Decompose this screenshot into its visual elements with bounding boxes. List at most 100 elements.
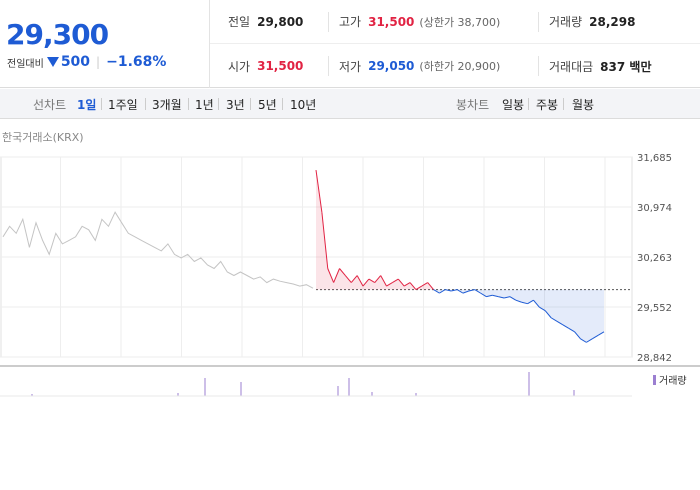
today-line-segment xyxy=(445,289,452,292)
today-line-segment xyxy=(474,289,481,294)
prev-day-line xyxy=(2,211,314,289)
today-line-segment xyxy=(433,289,440,294)
volume-legend-label: 거래량 xyxy=(659,376,687,387)
trade-value: 837 백만 xyxy=(600,59,652,74)
today-line-segment xyxy=(486,294,493,298)
period-3y[interactable]: 3년 xyxy=(226,98,245,112)
today-line-segment xyxy=(568,327,575,333)
today-line-segment xyxy=(533,299,540,308)
volume-label: 거래량 xyxy=(549,15,583,29)
today-line-segment xyxy=(374,275,382,283)
low-label: 저가 xyxy=(339,59,362,74)
divider xyxy=(218,98,219,110)
y-axis-ticks: 31,685 30,974 30,263 29,552 28,842 xyxy=(637,153,672,364)
today-line-segment xyxy=(544,310,552,319)
volume-swatch xyxy=(653,374,656,385)
period-3m[interactable]: 3개월 xyxy=(152,98,182,112)
period-10y[interactable]: 10년 xyxy=(290,98,317,112)
lower-limit: (하한가 20,900) xyxy=(419,60,501,73)
change-percent: −1.68% xyxy=(106,54,167,70)
low-value: 29,050 xyxy=(368,59,415,73)
today-line-segment xyxy=(515,299,522,303)
prev-close-label: 전일 xyxy=(228,15,251,29)
y-tick-label: 29,552 xyxy=(637,303,672,314)
trade-value-label: 거래대금 xyxy=(549,59,594,74)
today-line-segment xyxy=(468,289,475,292)
today-line-segment xyxy=(439,289,446,294)
divider xyxy=(101,98,102,110)
stat-prev-close: 전일 29,800 xyxy=(210,12,328,32)
period-5y[interactable]: 5년 xyxy=(258,98,277,112)
today-line-segment xyxy=(327,268,335,283)
candle-monthly[interactable]: 월봉 xyxy=(572,98,595,112)
high-value: 31,500 xyxy=(368,14,415,29)
today-line-segment xyxy=(586,338,593,343)
y-tick-label: 31,685 xyxy=(637,153,672,164)
today-line-segment xyxy=(574,331,581,340)
today-line-segment xyxy=(527,299,534,305)
today-line-segment xyxy=(580,338,587,343)
today-line-segment xyxy=(591,334,599,340)
y-tick-label: 30,263 xyxy=(637,253,672,264)
stat-low: 저가 29,050 (하한가 20,900) xyxy=(328,56,538,76)
chart-series xyxy=(2,169,632,343)
today-line-segment xyxy=(403,282,411,287)
today-line-segment xyxy=(380,275,387,287)
change-label: 전일대비 xyxy=(7,58,44,70)
today-line-segment xyxy=(356,275,364,287)
divider xyxy=(563,98,564,110)
today-line-segment xyxy=(427,282,434,290)
period-1w[interactable]: 1주일 xyxy=(108,98,138,112)
today-line-segment xyxy=(333,268,340,283)
today-line-segment xyxy=(362,278,370,287)
today-line-segment xyxy=(521,301,528,305)
today-line-segment xyxy=(492,294,499,298)
today-line-segment xyxy=(415,285,423,291)
today-line-segment xyxy=(397,278,405,287)
open-label: 시가 xyxy=(228,59,251,74)
change-row: 전일대비 500 | −1.68% xyxy=(7,54,166,70)
today-line-segment xyxy=(550,317,558,322)
today-line-segment xyxy=(456,289,464,294)
change-amount: 500 xyxy=(60,54,91,70)
divider xyxy=(528,98,529,110)
divider xyxy=(250,98,251,110)
today-line-segment xyxy=(421,282,428,287)
stat-high: 고가 31,500 (상한가 38,700) xyxy=(328,11,538,32)
today-line-segment xyxy=(368,278,376,284)
today-line-segment xyxy=(480,292,487,298)
stats-row-2: 시가 31,500 저가 29,050 (하한가 20,900) 거래대금 83… xyxy=(210,44,700,88)
today-up-area xyxy=(316,170,604,290)
period-1d[interactable]: 1일 xyxy=(77,98,97,112)
today-line-segment xyxy=(539,306,546,312)
quote-header: 29,300 전일대비 500 | −1.68% 전일 29,800 고가 31… xyxy=(0,0,700,88)
today-line-segment xyxy=(345,275,352,283)
open-value: 31,500 xyxy=(257,59,304,73)
today-line-segment xyxy=(321,212,329,269)
stat-trade-value: 거래대금 837 백만 xyxy=(538,56,700,76)
chart-grid xyxy=(0,156,633,358)
divider xyxy=(282,98,283,110)
candle-weekly[interactable]: 주봉 xyxy=(536,98,559,112)
chart-toolbar: 선차트 1일 1주일 3개월 1년 3년 5년 10년 봉차트 일봉 주봉 월봉 xyxy=(0,89,700,119)
y-tick-label: 30,974 xyxy=(637,203,672,214)
today-line-segment xyxy=(503,296,511,299)
volume-legend: 거래량 xyxy=(653,372,687,387)
period-1y[interactable]: 1년 xyxy=(195,98,214,112)
volume-bars xyxy=(0,365,700,397)
stat-volume: 거래량 28,298 xyxy=(538,11,700,32)
today-down-area xyxy=(316,289,604,343)
today-line-segment xyxy=(597,331,605,336)
line-chart-label: 선차트 xyxy=(33,98,67,112)
today-line-segment xyxy=(498,296,505,299)
today-line-segment xyxy=(409,282,417,290)
prev-close-value: 29,800 xyxy=(257,14,304,29)
today-line-segment xyxy=(562,324,569,329)
today-line-segment xyxy=(386,282,393,287)
today-line-segment xyxy=(315,169,323,213)
price-chart: 31,685 30,974 30,263 29,552 28,842 xyxy=(0,153,700,397)
candle-daily[interactable]: 일봉 xyxy=(502,98,525,112)
stats-row-1: 전일 29,800 고가 31,500 (상한가 38,700) 거래량 28,… xyxy=(210,0,700,44)
price-box: 29,300 전일대비 500 | −1.68% xyxy=(0,0,210,88)
today-line-segment xyxy=(462,290,469,294)
